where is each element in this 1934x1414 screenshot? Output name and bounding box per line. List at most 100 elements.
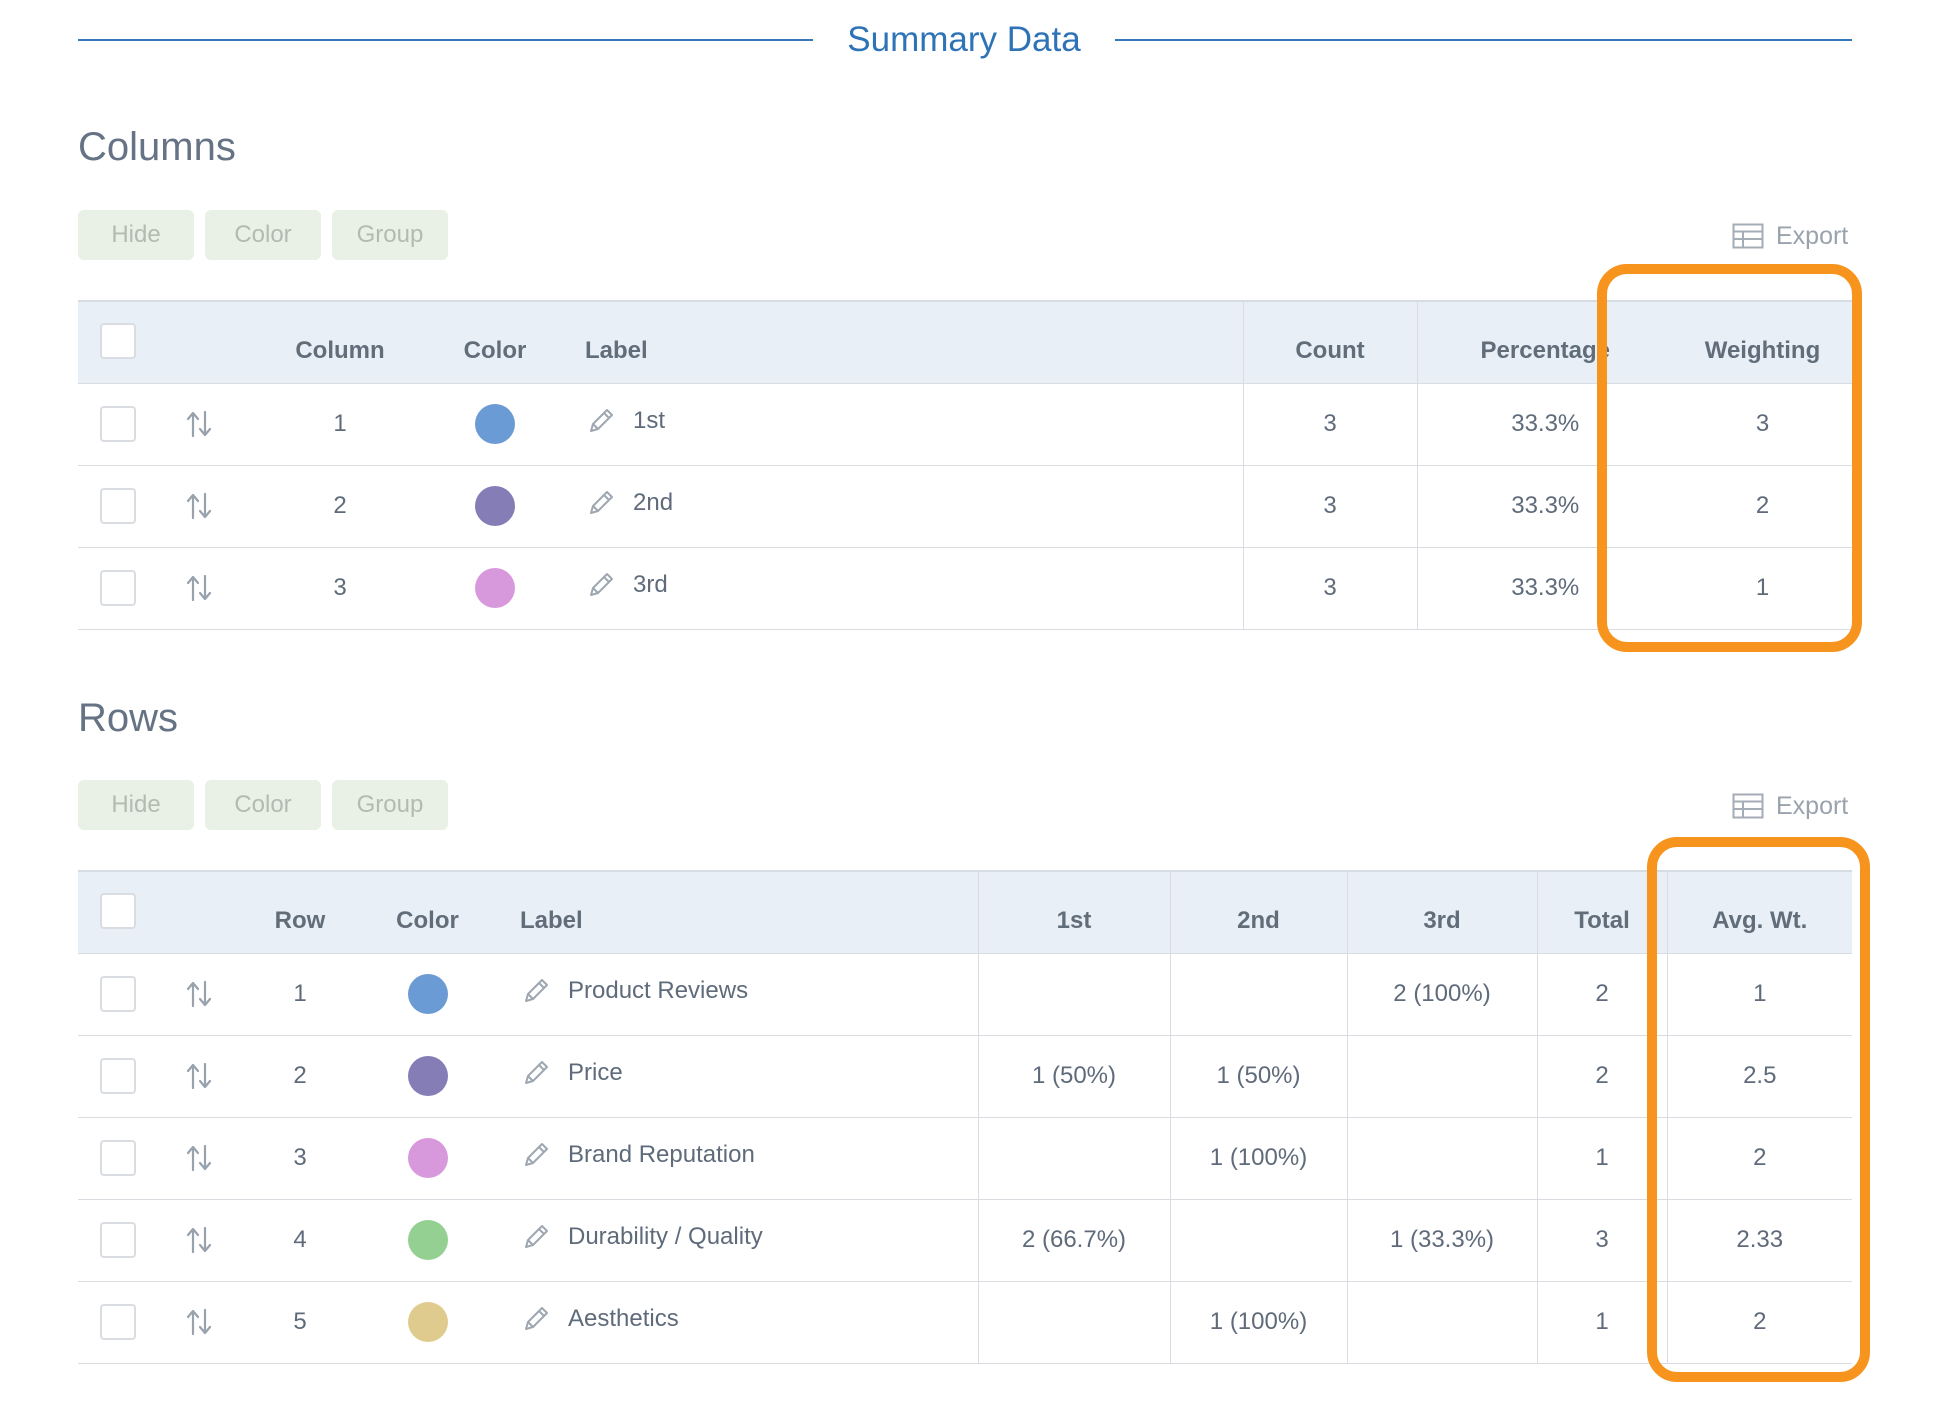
rows-hide-button[interactable]: Hide [78,780,194,830]
row-number: 3 [240,1116,360,1199]
row-label: Aesthetics [568,1304,679,1332]
second-value: 1 (100%) [1169,1116,1347,1199]
label-cell[interactable]: Aesthetics [520,1303,679,1335]
label-cell[interactable]: 1st [585,405,665,437]
reorder-icon[interactable] [185,572,213,604]
select-all-cell [78,870,158,953]
color-swatch[interactable] [475,568,515,608]
row-number: 4 [240,1198,360,1281]
color-swatch[interactable] [475,486,515,526]
row-checkbox[interactable] [100,1222,136,1258]
color-swatch[interactable] [407,1302,448,1342]
row-checkbox[interactable] [100,1304,136,1340]
color-swatch[interactable] [475,404,515,444]
total-value: 3 [1536,1198,1667,1281]
column-number: 2 [240,464,440,547]
sort-header-cell [158,870,240,953]
weighting-header[interactable]: Weighting [1673,300,1852,383]
reorder-icon[interactable] [185,490,213,522]
row-checkbox[interactable] [100,488,136,524]
row-checkbox[interactable] [100,1140,136,1176]
label-cell[interactable]: 2nd [585,487,673,519]
columns-header-row: Column Color Label Count Percentage Weig… [78,300,1852,383]
table-row: 4 Durability / Quality 2 (66.7%) 1 (33.3… [78,1198,1852,1281]
pencil-icon[interactable] [585,487,617,519]
total-value: 1 [1536,1280,1667,1364]
avg-weight-value: 1 [1666,952,1852,1035]
pencil-icon[interactable] [520,1057,552,1089]
row-checkbox[interactable] [100,976,136,1012]
row-checkbox[interactable] [100,406,136,442]
color-swatch[interactable] [407,1138,448,1178]
label-header[interactable]: Label [550,300,1243,383]
column-label: 2nd [633,488,674,516]
percentage-value: 33.3% [1416,382,1673,465]
color-swatch[interactable] [407,1056,448,1096]
row-label: Durability / Quality [568,1222,763,1250]
table-row: 1 1st 3 33.3% 3 [78,382,1852,465]
pencil-icon[interactable] [520,1139,552,1171]
label-cell[interactable]: Brand Reputation [520,1139,755,1171]
first-value [977,1280,1170,1364]
label-cell[interactable]: 3rd [585,569,668,601]
total-header[interactable]: Total [1536,870,1667,953]
avg-weight-header[interactable]: Avg. Wt. [1666,870,1852,953]
first-header[interactable]: 1st [977,870,1170,953]
count-header[interactable]: Count [1242,300,1417,383]
columns-hide-button[interactable]: Hide [78,210,194,260]
first-value: 1 (50%) [977,1034,1170,1117]
pencil-icon[interactable] [585,405,617,437]
third-value [1346,1280,1537,1364]
count-value: 3 [1242,546,1417,630]
color-header[interactable]: Color [440,300,550,383]
weighting-value: 3 [1673,382,1852,465]
row-checkbox[interactable] [100,1058,136,1094]
reorder-icon[interactable] [185,1306,213,1338]
summary-header: Summary Data [78,18,1852,62]
first-value [977,1116,1170,1199]
column-header[interactable]: Column [240,300,440,383]
pencil-icon[interactable] [585,569,617,601]
pencil-icon[interactable] [520,1303,552,1335]
percentage-header[interactable]: Percentage [1416,300,1673,383]
rows-color-button[interactable]: Color [205,780,321,830]
columns-group-button[interactable]: Group [332,210,448,260]
total-value: 2 [1536,1034,1667,1117]
select-all-checkbox[interactable] [100,322,136,359]
second-value: 1 (50%) [1169,1034,1347,1117]
reorder-icon[interactable] [185,1142,213,1174]
third-value [1346,1034,1537,1117]
avg-weight-value: 2 [1666,1116,1852,1199]
label-cell[interactable]: Price [520,1057,623,1089]
pencil-icon[interactable] [520,1221,552,1253]
rows-group-button[interactable]: Group [332,780,448,830]
second-value [1169,952,1347,1035]
reorder-icon[interactable] [185,1224,213,1256]
weighting-value: 2 [1673,464,1852,547]
row-number: 5 [240,1280,360,1364]
second-value [1169,1198,1347,1281]
select-all-checkbox[interactable] [100,892,136,929]
row-label: Product Reviews [568,976,749,1004]
color-swatch[interactable] [407,974,448,1014]
second-header[interactable]: 2nd [1169,870,1347,953]
reorder-icon[interactable] [185,1060,213,1092]
select-all-cell [78,300,158,383]
first-value [977,952,1170,1035]
label-header[interactable]: Label [495,870,978,953]
row-checkbox[interactable] [100,570,136,606]
color-header[interactable]: Color [360,870,495,953]
table-row: 5 Aesthetics 1 (100%) 1 2 [78,1280,1852,1364]
label-cell[interactable]: Product Reviews [520,975,748,1007]
row-header[interactable]: Row [240,870,360,953]
columns-export-button[interactable]: Export [1732,218,1848,254]
pencil-icon[interactable] [520,975,552,1007]
label-cell[interactable]: Durability / Quality [520,1221,763,1253]
columns-color-button[interactable]: Color [205,210,321,260]
third-header[interactable]: 3rd [1346,870,1537,953]
reorder-icon[interactable] [185,408,213,440]
reorder-icon[interactable] [185,978,213,1010]
avg-weight-value: 2.33 [1666,1198,1852,1281]
color-swatch[interactable] [407,1220,448,1260]
rows-export-button[interactable]: Export [1732,788,1848,824]
